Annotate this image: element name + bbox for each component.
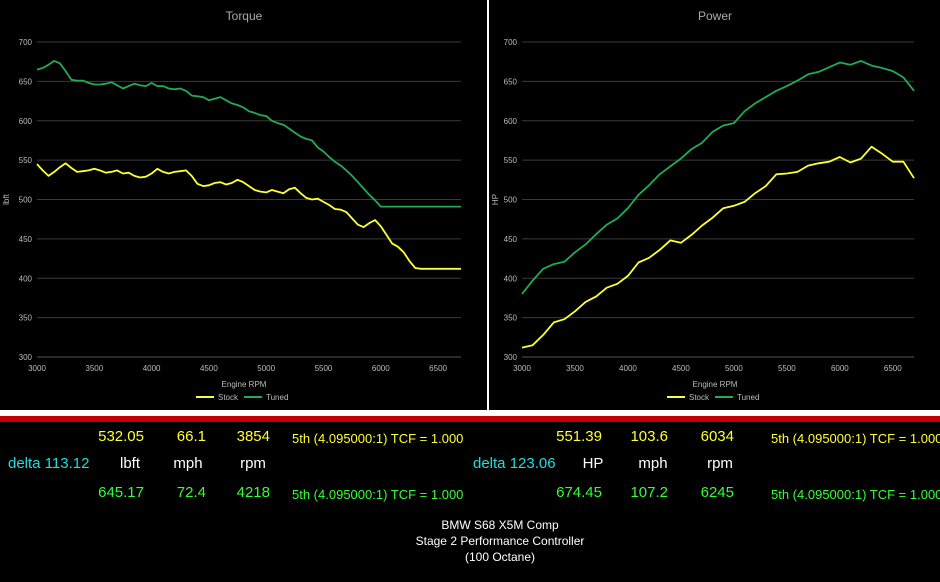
power-tuned-rpm: 6245 [700, 484, 734, 501]
separator-red [0, 416, 940, 422]
torque-stock-gear: 5th (4.095000:1) TCF = 1.000 [292, 431, 464, 446]
power-unit: HP [582, 455, 604, 472]
torque-tuned-mph: 72.4 [176, 484, 206, 501]
torque-stock-mph: 66.1 [176, 428, 206, 445]
gridlines [37, 41, 461, 358]
caption-line-1: BMW S68 X5M Comp [441, 518, 559, 532]
power-stock-mph: 103.6 [630, 428, 668, 445]
y-tick-label: 650 [19, 77, 33, 86]
series-line-tuned [36, 60, 461, 208]
torque-unit: lbft [119, 455, 140, 472]
x-tick-label: 5500 [315, 364, 333, 373]
legend-label: Tuned [737, 393, 759, 402]
torque-tuned-rpm: 4218 [236, 484, 270, 501]
x-tick-label: 6500 [429, 364, 447, 373]
series-line-stock [36, 162, 461, 270]
x-tick-label: 5500 [778, 364, 796, 373]
power-stock-value: 551.39 [556, 428, 602, 445]
y-tick-label: 700 [19, 38, 33, 47]
x-tick-label: 3500 [85, 364, 103, 373]
y-tick-label: 500 [504, 196, 518, 205]
torque-tuned-value: 645.17 [98, 484, 144, 501]
separator-white [0, 410, 940, 416]
y-tick-label: 550 [19, 156, 33, 165]
y-tick-label: 350 [504, 314, 518, 323]
x-tick-label: 3000 [28, 364, 46, 373]
chart-divider [487, 0, 489, 410]
legend-label: Stock [218, 393, 239, 402]
series-line-stock [521, 145, 915, 349]
caption-line-2: Stage 2 Performance Controller [415, 534, 585, 548]
legend: Stock Tuned [196, 393, 288, 402]
legend-label: Stock [689, 393, 710, 402]
y-axis-label: lbft [2, 193, 11, 204]
torque-tuned-gear: 5th (4.095000:1) TCF = 1.000 [292, 487, 464, 502]
torque-stock-rpm: 3854 [236, 428, 270, 445]
legend: Stock Tuned [667, 393, 759, 402]
gridlines [522, 41, 914, 358]
chart-title: Power [698, 9, 732, 23]
y-tick-label: 500 [19, 196, 33, 205]
x-tick-label: 4500 [200, 364, 218, 373]
y-tick-label: 300 [19, 353, 33, 362]
y-tick-label: 400 [19, 274, 33, 283]
x-tick-label: 6000 [372, 364, 390, 373]
y-tick-label: 650 [504, 77, 518, 86]
torque-chart: 300 350 400 450 500 550 600 650 700 3000 3500 4000 4… [2, 9, 461, 402]
torque-stock-value: 532.05 [98, 428, 144, 445]
x-tick-label: 6000 [831, 364, 849, 373]
y-tick-label: 600 [19, 117, 33, 126]
x-tick-label: 4500 [672, 364, 690, 373]
torque-delta: delta 113.12 [8, 455, 90, 472]
x-tick-label: 4000 [143, 364, 161, 373]
power-chart: 300 350 400 450 500 550 600 650 700 3000 3500 4000 4… [491, 9, 915, 402]
y-tick-label: 600 [504, 117, 518, 126]
readout-area: 532.05 66.1 3854 5th (4.095000:1) TCF = … [0, 422, 940, 582]
power-stock-gear: 5th (4.095000:1) TCF = 1.000 [771, 431, 940, 446]
x-tick-label: 5000 [725, 364, 743, 373]
series-line-tuned [521, 60, 915, 295]
x-tick-label: 6500 [884, 364, 902, 373]
power-tuned-value: 674.45 [556, 484, 602, 501]
y-tick-label: 350 [19, 314, 33, 323]
power-chart-panel: 300 350 400 450 500 550 600 650 700 3000 3500 4000 4… [489, 0, 940, 410]
y-tick-label: 550 [504, 156, 518, 165]
x-tick-label: 3000 [513, 364, 531, 373]
torque-chart-panel: 300 350 400 450 500 550 600 650 700 3000 3500 4000 4… [0, 0, 487, 410]
power-rpm-unit: rpm [707, 455, 733, 472]
x-tick-label: 4000 [619, 364, 637, 373]
x-axis-label: Engine RPM [222, 380, 267, 389]
chart-title: Torque [226, 9, 263, 23]
torque-mph-unit: mph [173, 455, 203, 472]
x-axis-label: Engine RPM [693, 380, 738, 389]
power-tuned-gear: 5th (4.095000:1) TCF = 1.000 [771, 487, 940, 502]
x-tick-label: 3500 [566, 364, 584, 373]
y-tick-label: 400 [504, 274, 518, 283]
caption-line-3: (100 Octane) [464, 550, 536, 564]
torque-rpm-unit: rpm [240, 455, 266, 472]
y-tick-label: 450 [19, 235, 33, 244]
y-axis-label: HP [491, 194, 500, 205]
y-tick-label: 450 [504, 235, 518, 244]
power-stock-rpm: 6034 [700, 428, 734, 445]
x-tick-label: 5000 [257, 364, 275, 373]
y-tick-label: 700 [504, 38, 518, 47]
legend-label: Tuned [266, 393, 288, 402]
power-mph-unit: mph [638, 455, 668, 472]
y-tick-label: 300 [504, 353, 518, 362]
power-tuned-mph: 107.2 [630, 484, 668, 501]
power-delta: delta 123.06 [473, 455, 556, 472]
